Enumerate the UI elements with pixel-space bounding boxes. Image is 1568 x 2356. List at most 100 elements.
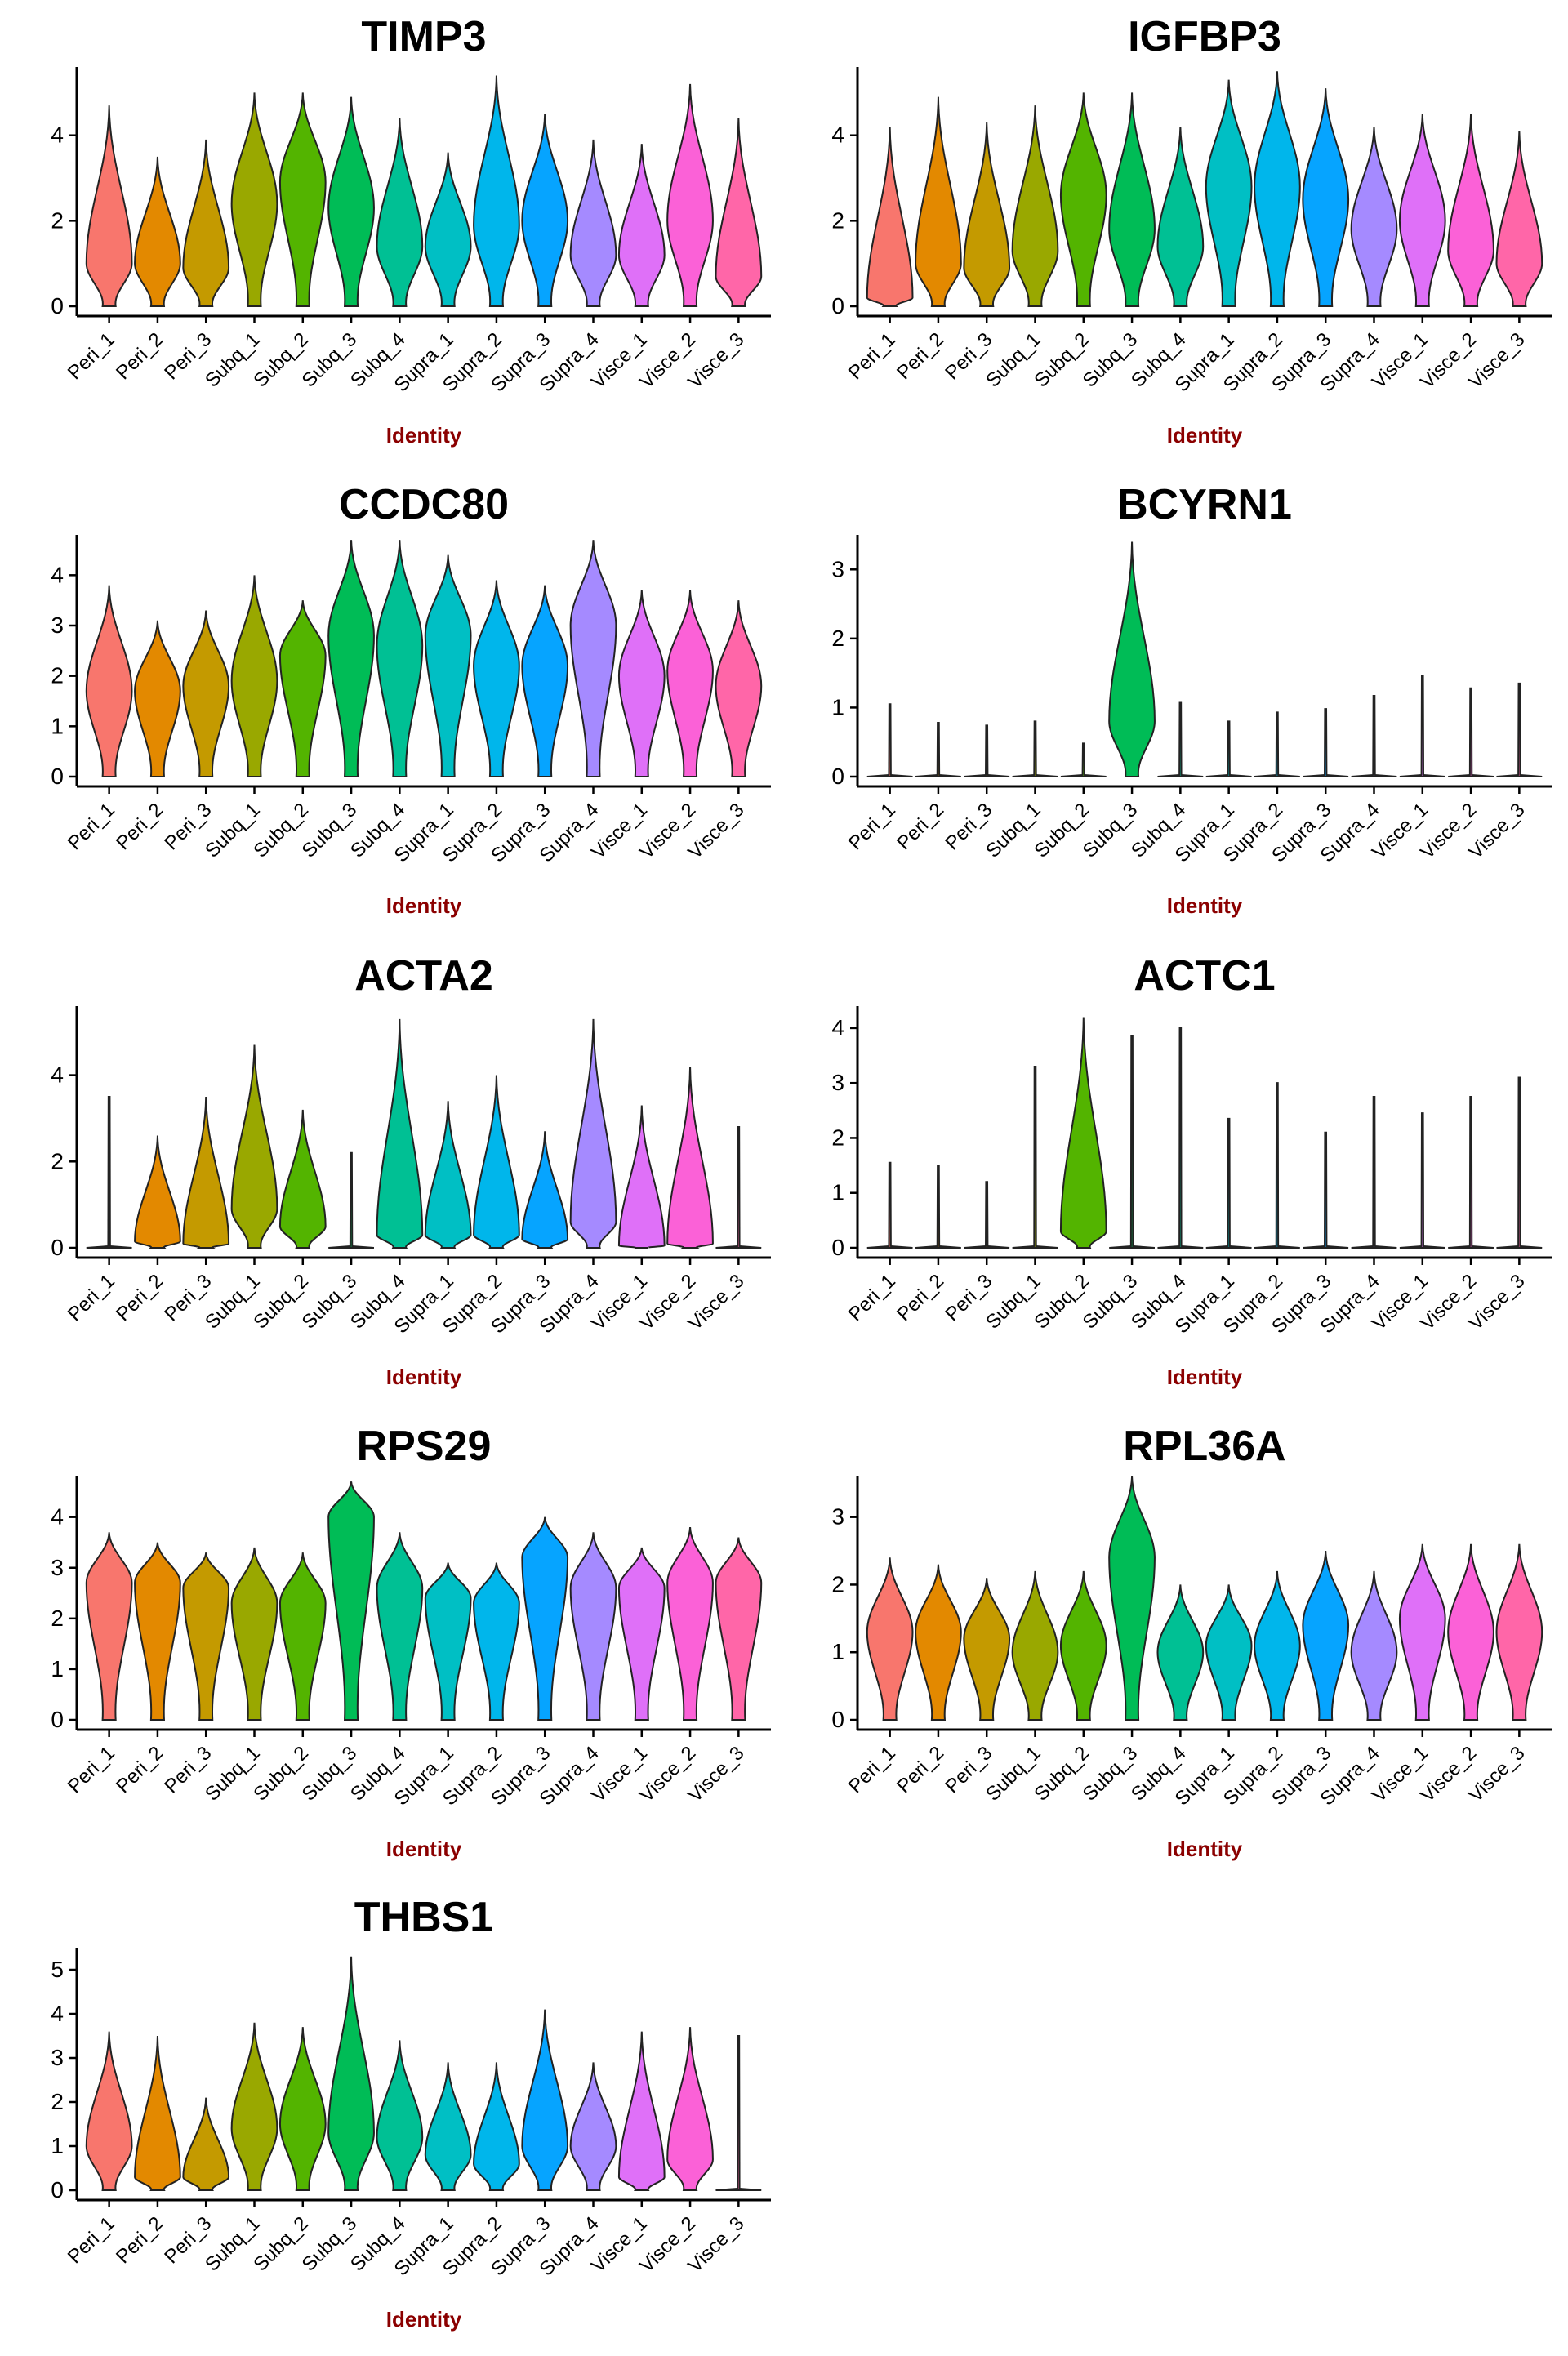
violin-visce-2 (666, 83, 714, 307)
y-tick-label: 2 (831, 1571, 844, 1597)
panel-title: IGFBP3 (1128, 13, 1281, 60)
violin-peri-2 (915, 1165, 961, 1249)
violin-visce-1 (617, 2031, 666, 2191)
violin-peri-1 (866, 1557, 914, 1721)
violin-supra-4 (1351, 695, 1397, 777)
violin-supra-2 (473, 75, 520, 307)
y-tick-label: 1 (51, 1656, 64, 1681)
violin-supra-4 (569, 2062, 617, 2191)
violin-supra-2 (473, 580, 520, 777)
violin-subq-3 (327, 96, 375, 307)
y-tick-label: 0 (831, 1235, 844, 1260)
y-tick-label: 4 (51, 2001, 64, 2026)
violin-visce-1 (617, 590, 666, 777)
y-tick-label: 4 (51, 1062, 64, 1088)
y-tick-label: 0 (51, 1235, 64, 1260)
violin-subq-3 (1108, 92, 1156, 307)
violin-subq-2 (1059, 1017, 1107, 1249)
violin-subq-2 (278, 92, 327, 307)
violin-subq-4 (376, 540, 424, 777)
y-tick-label: 1 (831, 694, 844, 719)
x-tick-label: Peri_1 (64, 2212, 119, 2268)
panel-igfbp3: IGFBP3024Peri_1Peri_2Peri_3Subq_1Subq_2S… (831, 13, 1552, 448)
panel-title: TIMP3 (361, 13, 486, 60)
violin-subq-4 (376, 1532, 424, 1721)
violin-peri-2 (134, 1542, 181, 1721)
y-tick-label: 1 (831, 1180, 844, 1205)
violin-supra-1 (1205, 1117, 1252, 1249)
panel-title: ACTA2 (354, 952, 492, 1000)
violin-peri-1 (85, 1532, 133, 1721)
violin-peri-2 (134, 620, 181, 777)
violin-visce-3 (1496, 1076, 1543, 1249)
y-tick-label: 3 (831, 1504, 844, 1530)
violin-supra-2 (1254, 71, 1301, 307)
panel-title: ACTC1 (1134, 952, 1275, 1000)
violin-visce-2 (1447, 1543, 1494, 1721)
y-tick-label: 4 (831, 1015, 844, 1040)
violin-supra-4 (1350, 1570, 1398, 1721)
violin-supra-4 (569, 139, 617, 307)
x-tick-label: Peri_2 (893, 799, 948, 854)
violin-supra-3 (1303, 708, 1349, 777)
y-tick-label: 2 (51, 663, 64, 688)
violin-visce-3 (715, 118, 763, 307)
violin-visce-2 (666, 2027, 714, 2191)
y-tick-label: 2 (51, 207, 64, 233)
violin-peri-3 (182, 2097, 230, 2191)
violin-subq-3 (1108, 1476, 1156, 1721)
violin-supra-3 (521, 585, 569, 777)
y-tick-label: 3 (51, 2045, 64, 2070)
panel-title: RPL36A (1123, 1423, 1285, 1470)
y-tick-label: 2 (51, 2089, 64, 2114)
x-tick-label: Peri_2 (112, 328, 167, 384)
violin-peri-3 (964, 1181, 1010, 1249)
violin-subq-4 (376, 2040, 424, 2191)
violin-subq-3 (327, 1956, 375, 2191)
violin-peri-3 (182, 1552, 230, 1721)
violin-subq-2 (1060, 742, 1107, 777)
violin-subq-1 (230, 2022, 278, 2191)
y-tick-label: 4 (51, 122, 64, 148)
panel-ccdc80: CCDC8001234Peri_1Peri_2Peri_3Subq_1Subq_… (51, 481, 771, 918)
panel-thbs1: THBS1012345Peri_1Peri_2Peri_3Subq_1Subq_… (51, 1894, 771, 2332)
x-tick-label: Peri_1 (844, 799, 900, 854)
panel-acta2: ACTA2024Peri_1Peri_2Peri_3Subq_1Subq_2Su… (51, 952, 771, 1389)
violin-supra-3 (521, 114, 569, 307)
violin-supra-3 (521, 2009, 569, 2191)
violin-visce-1 (1399, 1112, 1446, 1249)
panel-timp3: TIMP3024Peri_1Peri_2Peri_3Subq_1Subq_2Su… (51, 13, 771, 448)
violin-subq-2 (1059, 92, 1107, 307)
x-axis-label: Identity (386, 1365, 462, 1389)
x-tick-label: Peri_1 (844, 328, 900, 384)
violin-supra-2 (473, 2062, 520, 2191)
violin-subq-1 (1011, 1570, 1059, 1721)
y-tick-label: 0 (51, 2177, 64, 2202)
violin-subq-1 (1012, 1066, 1058, 1249)
panel-title: THBS1 (354, 1894, 493, 1941)
x-tick-label: Peri_1 (844, 1270, 900, 1325)
violin-peri-2 (915, 722, 961, 777)
x-tick-label: Peri_2 (112, 1742, 167, 1797)
violin-subq-2 (278, 600, 327, 777)
violin-supra-3 (1303, 1131, 1349, 1249)
violin-subq-2 (278, 2027, 327, 2191)
violin-visce-3 (1496, 682, 1543, 777)
y-tick-label: 4 (831, 122, 844, 148)
violin-peri-1 (866, 127, 914, 307)
violin-supra-1 (424, 152, 472, 307)
violin-supra-2 (473, 1075, 520, 1249)
x-tick-label: Peri_2 (893, 1270, 948, 1325)
y-tick-label: 3 (51, 1555, 64, 1580)
violin-peri-3 (963, 122, 1011, 307)
violin-peri-2 (134, 156, 181, 307)
violin-subq-1 (1012, 720, 1058, 777)
violin-subq-4 (376, 1018, 424, 1249)
violin-peri-3 (964, 724, 1010, 777)
x-tick-label: Peri_1 (64, 1742, 119, 1797)
y-tick-label: 2 (51, 1606, 64, 1631)
violin-subq-3 (327, 1481, 375, 1721)
y-tick-label: 0 (51, 764, 64, 789)
violin-visce-1 (617, 144, 666, 307)
